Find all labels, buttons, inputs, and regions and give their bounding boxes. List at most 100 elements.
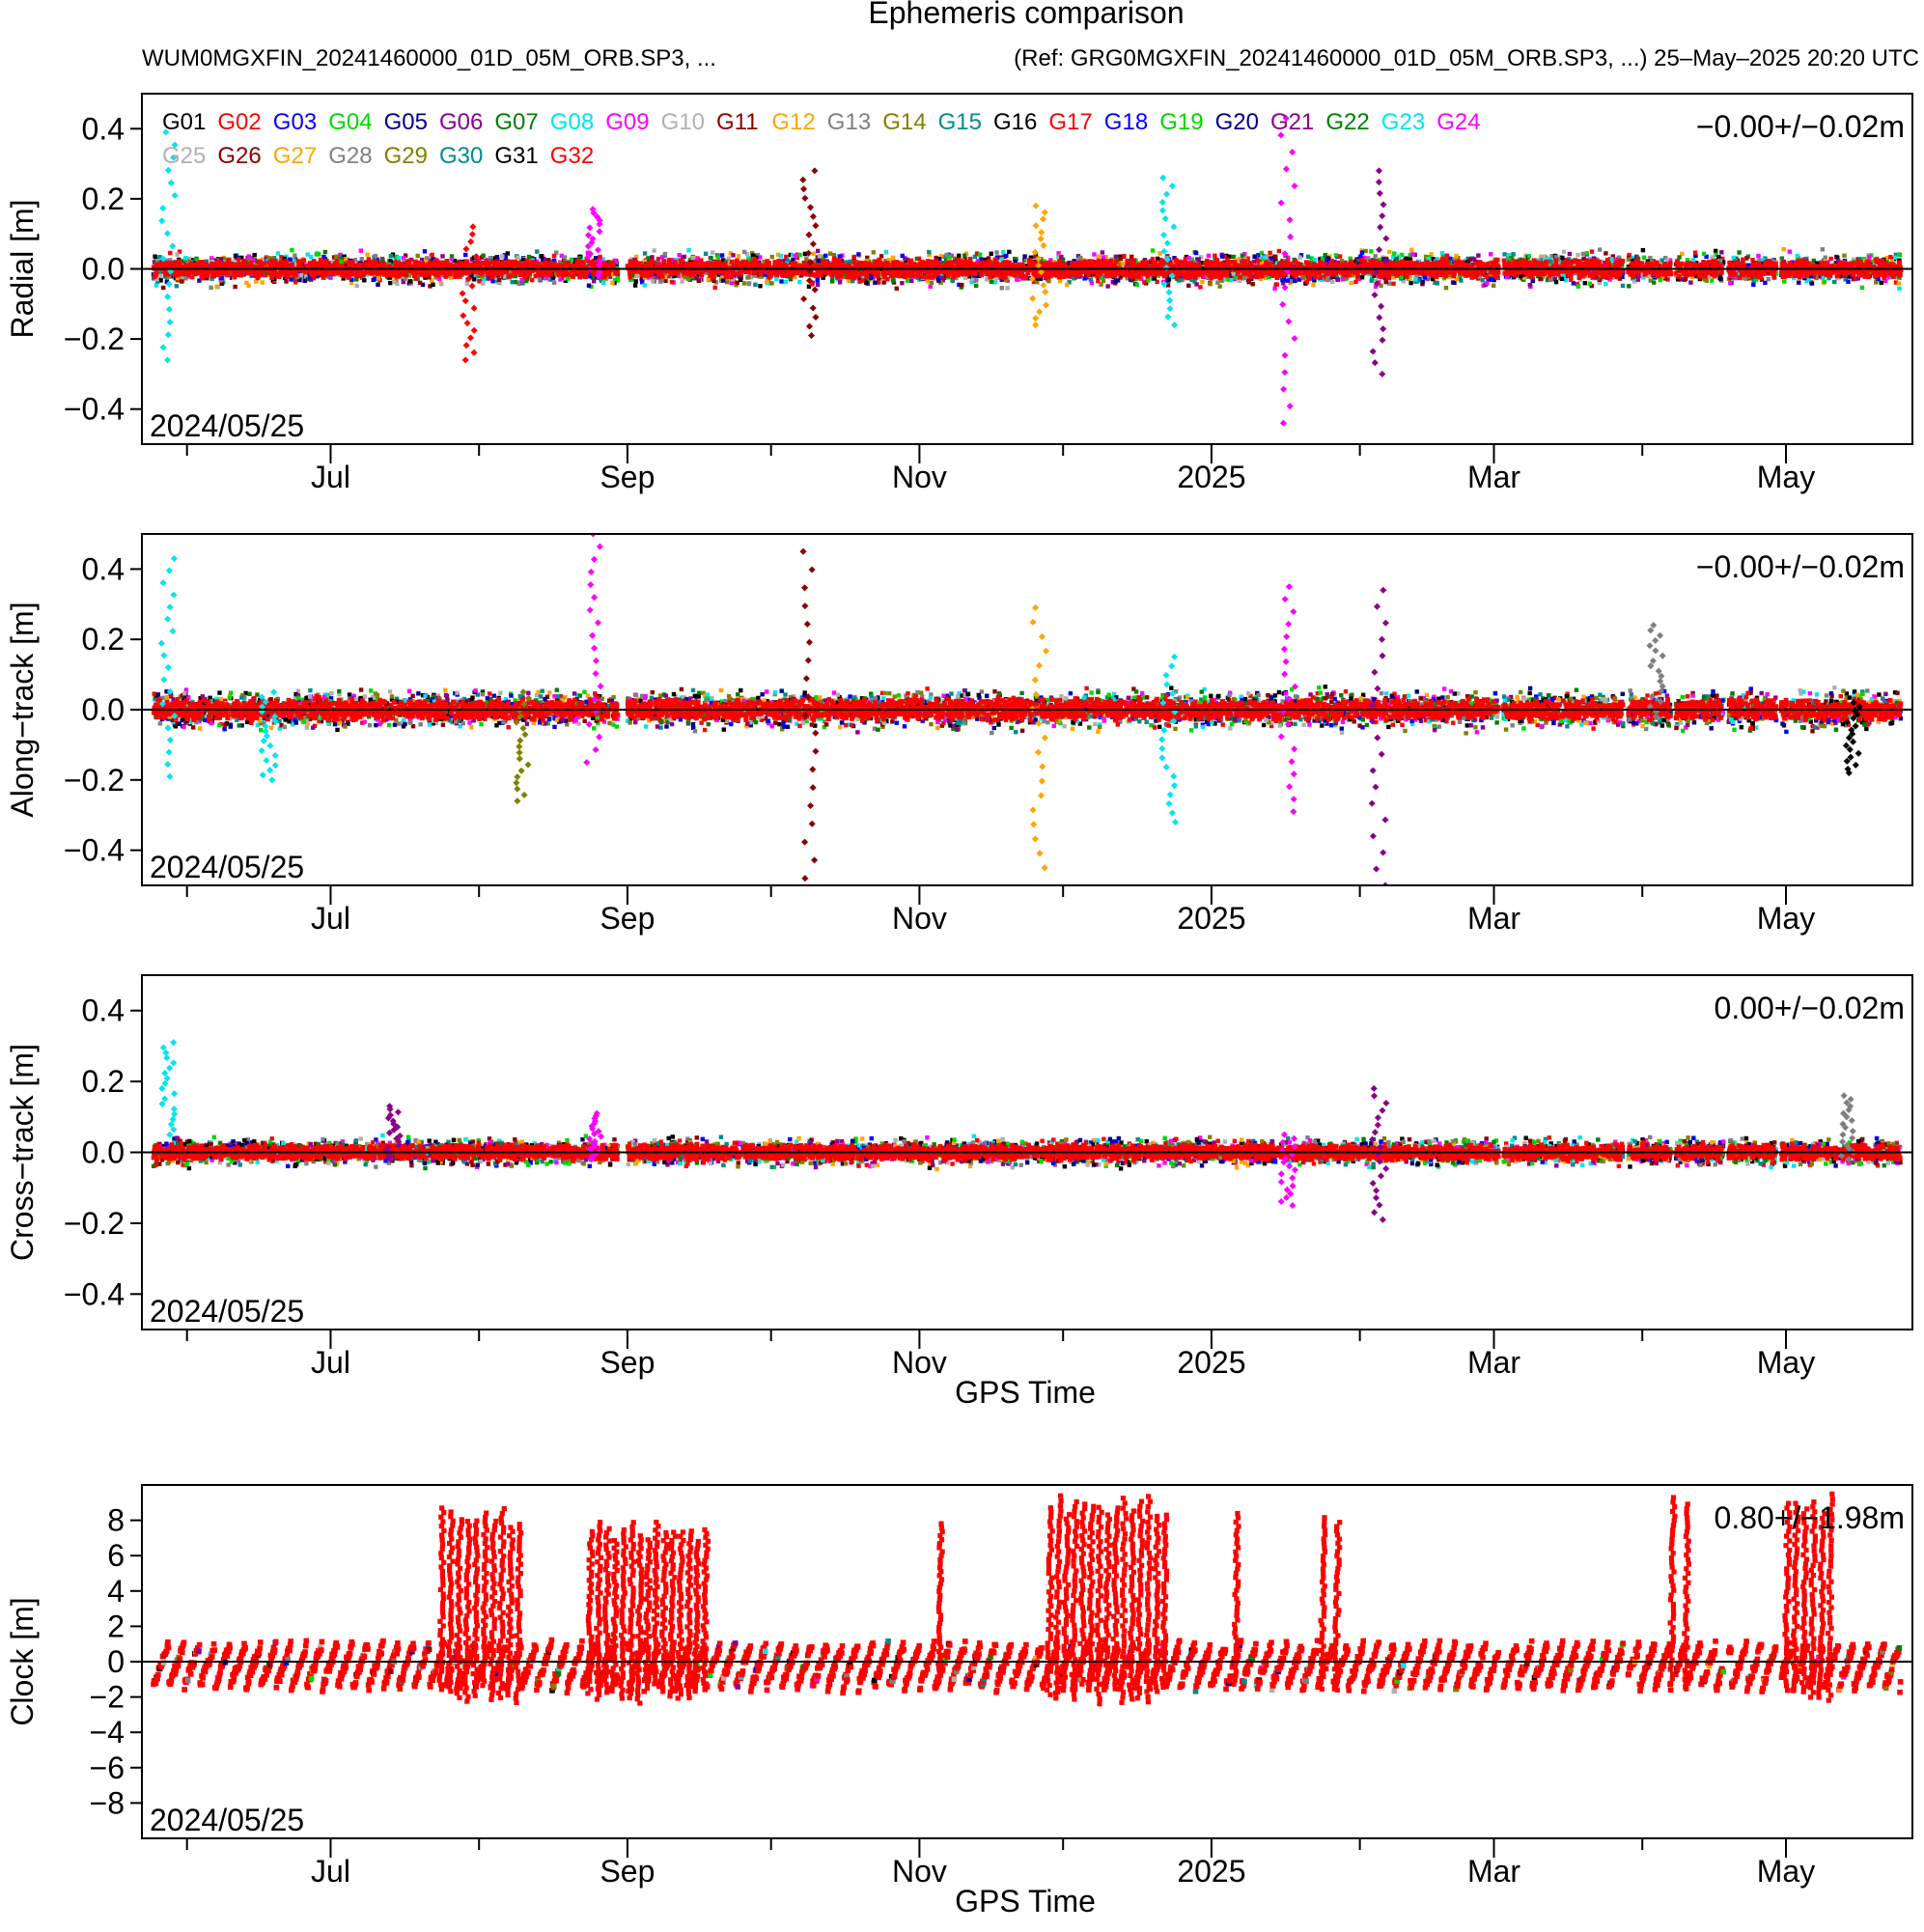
data-point — [635, 273, 640, 279]
data-point — [1380, 257, 1386, 262]
data-point — [1859, 285, 1865, 291]
data-point — [314, 252, 319, 257]
data-point — [1155, 279, 1159, 284]
data-point — [1222, 254, 1227, 260]
data-point — [479, 274, 485, 279]
data-point — [487, 276, 491, 281]
data-point — [1806, 277, 1811, 282]
data-point — [1561, 249, 1567, 254]
data-point — [1620, 274, 1625, 279]
data-point — [430, 252, 434, 258]
data-point — [520, 281, 525, 286]
data-point — [1274, 261, 1280, 266]
data-point — [1399, 274, 1405, 279]
data-point — [1320, 256, 1325, 261]
data-point — [1333, 253, 1339, 258]
data-point — [1693, 253, 1698, 259]
data-point — [1267, 274, 1271, 280]
data-point — [842, 274, 848, 280]
data-point — [1664, 258, 1670, 264]
data-point — [1665, 277, 1670, 282]
data-point — [725, 280, 730, 285]
data-point — [779, 279, 784, 284]
data-point — [797, 252, 802, 258]
data-point — [161, 285, 166, 291]
data-point — [284, 279, 289, 284]
data-point — [1627, 284, 1631, 289]
data-point — [219, 281, 224, 286]
data-point — [1356, 259, 1361, 264]
data-point — [551, 274, 556, 279]
data-point — [1350, 273, 1355, 278]
data-point — [1883, 278, 1888, 284]
data-point — [947, 257, 952, 263]
data-point — [1728, 280, 1733, 286]
data-point — [798, 273, 803, 278]
data-point — [1575, 284, 1581, 289]
data-point — [847, 279, 851, 284]
data-point — [1631, 258, 1636, 263]
data-point — [154, 277, 159, 282]
data-point — [1365, 257, 1370, 262]
data-point — [795, 252, 800, 257]
data-point — [569, 258, 573, 263]
data-point — [431, 282, 435, 287]
data-point — [1374, 278, 1379, 283]
data-point — [1110, 280, 1115, 285]
data-point — [1246, 280, 1251, 285]
data-point — [427, 275, 432, 280]
data-point — [1893, 255, 1898, 260]
data-point — [894, 286, 899, 291]
data-point — [788, 252, 794, 258]
data-point — [842, 271, 847, 277]
data-point — [1299, 263, 1304, 267]
x-tick-label: Nov — [892, 460, 947, 494]
data-point — [1751, 278, 1756, 284]
data-point — [863, 277, 868, 283]
data-point — [666, 273, 671, 279]
data-point — [1036, 276, 1041, 281]
data-point — [1754, 277, 1759, 282]
data-point — [1101, 278, 1106, 284]
data-point — [1431, 257, 1436, 262]
data-point — [1353, 279, 1358, 285]
data-point — [1240, 253, 1245, 258]
data-point — [844, 260, 850, 265]
data-point — [972, 254, 977, 260]
data-point — [209, 256, 214, 261]
data-point — [1720, 260, 1726, 265]
data-point — [677, 253, 682, 258]
data-point — [1391, 255, 1396, 260]
data-point — [784, 254, 789, 260]
data-point — [1227, 273, 1233, 278]
data-point — [1072, 276, 1076, 281]
data-point — [734, 268, 739, 274]
data-point — [1652, 280, 1657, 285]
data-point — [1446, 259, 1451, 265]
data-point — [865, 255, 870, 261]
data-point — [282, 256, 287, 262]
data-point — [1874, 280, 1879, 285]
data-point — [562, 255, 568, 260]
data-point — [1297, 277, 1302, 282]
data-point — [598, 254, 602, 260]
data-point — [1118, 260, 1123, 265]
data-point — [934, 255, 938, 261]
data-point — [516, 280, 520, 285]
data-point — [1446, 274, 1452, 280]
data-point — [695, 256, 701, 262]
data-point — [816, 258, 821, 264]
data-point — [373, 276, 377, 281]
data-point — [380, 258, 385, 263]
data-point — [503, 256, 508, 261]
data-point — [1394, 256, 1399, 261]
data-point — [994, 250, 999, 255]
data-point — [735, 280, 739, 285]
data-point — [321, 254, 326, 260]
data-point — [1731, 255, 1736, 261]
data-point — [738, 277, 743, 282]
data-point — [1447, 256, 1453, 262]
data-point — [1457, 275, 1463, 280]
data-point — [900, 281, 905, 286]
